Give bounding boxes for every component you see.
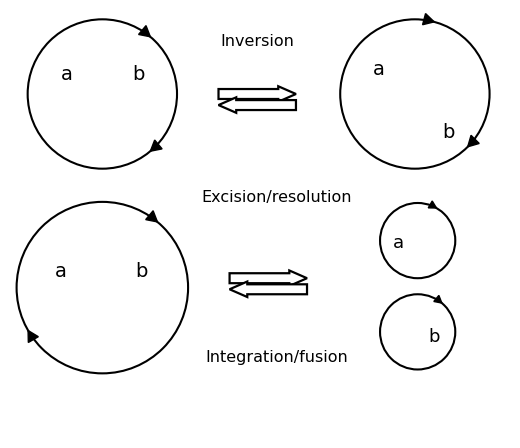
Text: Integration/fusion: Integration/fusion — [205, 350, 348, 366]
Polygon shape — [467, 135, 479, 147]
Polygon shape — [428, 201, 436, 208]
Polygon shape — [434, 295, 442, 303]
Text: b: b — [442, 123, 454, 142]
Text: a: a — [60, 65, 72, 84]
Text: a: a — [55, 262, 67, 280]
Polygon shape — [229, 271, 307, 286]
Text: a: a — [393, 234, 404, 252]
Text: a: a — [373, 60, 385, 78]
Polygon shape — [146, 211, 158, 222]
Polygon shape — [218, 97, 296, 113]
Text: Inversion: Inversion — [220, 34, 294, 49]
Text: b: b — [428, 328, 440, 346]
Polygon shape — [218, 86, 296, 102]
Polygon shape — [28, 331, 38, 342]
Polygon shape — [150, 140, 162, 151]
Text: Excision/resolution: Excision/resolution — [201, 190, 352, 205]
Polygon shape — [423, 13, 434, 25]
Polygon shape — [229, 281, 307, 297]
Text: b: b — [135, 262, 147, 280]
Text: b: b — [132, 65, 145, 84]
Polygon shape — [138, 26, 150, 37]
